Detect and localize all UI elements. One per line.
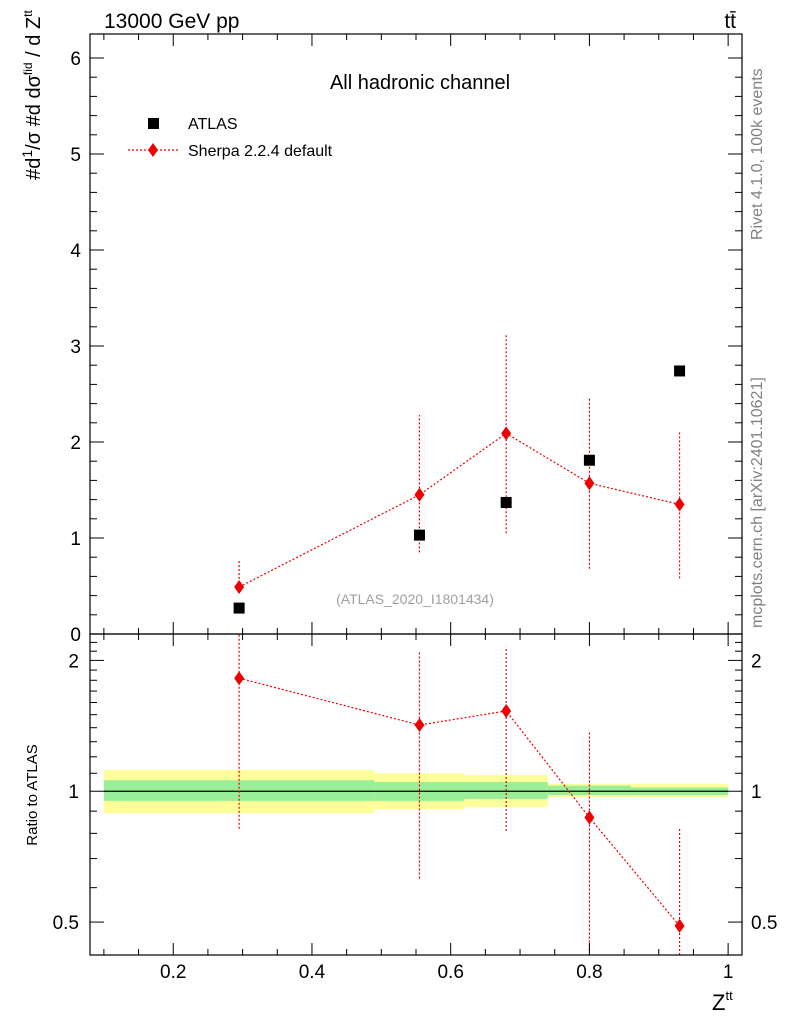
y-tick-label-main: 6 (70, 49, 81, 70)
y-tick-label-ratio-right: 0.5 (751, 913, 777, 934)
rivet-version-label: Rivet 4.1.0, 100k events (749, 68, 766, 240)
y-tick-label-main: 3 (70, 337, 81, 358)
x-tick-label: 0.4 (299, 962, 326, 983)
legend: ATLAS Sherpa 2.2.4 default (128, 116, 333, 160)
analysis-watermark: (ATLAS_2020_I1801434) (336, 591, 494, 607)
axes: 0.2 0.4 0.6 0.8 1 0 1 2 3 4 5 6 0.5 0.5 1 1 2 2 (53, 33, 777, 983)
y-tick-label-ratio-left: 2 (68, 651, 79, 672)
main-panel-marks (233, 333, 686, 614)
y-tick-label-main: 2 (70, 433, 81, 454)
sherpa-ratio-point-2 (501, 703, 512, 718)
svg-text:#d1/σ #d dσfid / d Ztt: #d1/σ #d dσfid / d Ztt (19, 9, 45, 179)
x-tick-label: 0.6 (437, 962, 463, 983)
y-tick-label-main: 4 (70, 241, 81, 262)
atlas-point-3 (583, 454, 595, 466)
ratio-bands (103, 769, 729, 814)
legend-sherpa-label: Sherpa 2.2.4 default (188, 143, 333, 160)
x-axis-label: Ztt (712, 988, 733, 1015)
legend-atlas-label: ATLAS (188, 116, 238, 133)
header-energy-label: 13000 GeV pp (104, 10, 239, 33)
y-tick-label-main: 0 (70, 625, 81, 646)
sherpa-point-3 (584, 476, 595, 491)
ratio-stat-band-0 (103, 780, 375, 801)
atlas-point-1 (413, 529, 425, 541)
y-tick-label-ratio-left: 1 (68, 782, 79, 803)
sherpa-ratio-point-0 (234, 671, 245, 686)
chart-title: All hadronic channel (330, 72, 510, 94)
atlas-point-0 (233, 602, 245, 614)
y-tick-label-main: 5 (70, 145, 81, 166)
legend-sherpa-marker (148, 143, 158, 157)
x-tick-label: 0.2 (160, 962, 186, 983)
sherpa-point-4 (674, 497, 685, 512)
mcplots-label: mcplots.cern.ch [arXiv:2401.10621] (749, 377, 766, 628)
sherpa-ratio-point-4 (674, 918, 685, 933)
sherpa-ratio-point-1 (414, 718, 425, 733)
y-tick-label-main: 1 (70, 529, 81, 550)
sherpa-line (238, 432, 680, 588)
atlas-point-2 (500, 496, 512, 508)
sherpa-point-2 (501, 426, 512, 441)
atlas-point-4 (674, 365, 686, 377)
ratio-panel-marks (234, 634, 685, 955)
legend-atlas-marker (148, 118, 159, 129)
sherpa-ratio-point-3 (584, 810, 595, 825)
y-axis-label-ratio: Ratio to ATLAS (24, 744, 41, 845)
header-process-label: tt̄ (724, 10, 736, 33)
y-tick-label-ratio-right: 1 (751, 782, 762, 803)
x-tick-label: 1 (723, 962, 734, 983)
y-tick-label-ratio-right: 2 (751, 651, 762, 672)
y-tick-label-ratio-left: 0.5 (53, 913, 79, 934)
sherpa-ratio-line (238, 677, 681, 927)
x-tick-label: 0.8 (576, 962, 602, 983)
sherpa-point-1 (414, 487, 425, 502)
sherpa-point-0 (234, 579, 245, 594)
y-axis-label-main: #d1/σ #d dσfid / d Ztt (19, 9, 45, 179)
